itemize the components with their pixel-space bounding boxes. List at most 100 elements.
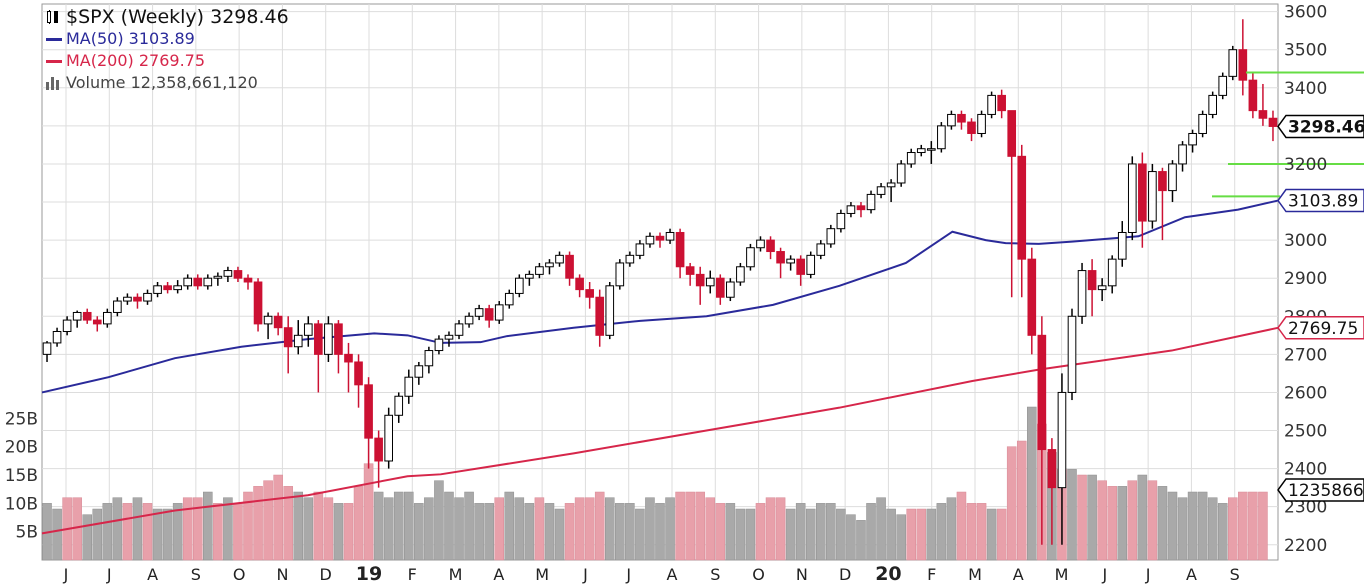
ma200-polyline xyxy=(41,326,1279,535)
volume-bar xyxy=(454,497,464,561)
time-tick-label: J xyxy=(625,565,631,584)
price-candles xyxy=(42,19,1278,545)
legend-ma50: MA(50) 3103.89 xyxy=(66,29,195,48)
volume-bar xyxy=(1027,406,1037,561)
legend-title-row: $SPX (Weekly) 3298.46 xyxy=(46,6,289,28)
volume-bar xyxy=(303,497,314,561)
candle-body xyxy=(444,334,454,340)
volume-tick-label: 5B xyxy=(16,523,38,543)
volume-bar xyxy=(785,508,796,561)
volume-bar xyxy=(524,503,535,561)
time-tick-label: N xyxy=(276,565,288,584)
ma200-tag-box xyxy=(1277,316,1364,340)
volume-bar xyxy=(584,497,595,561)
price-tick-label: 3200 xyxy=(1284,155,1327,175)
candle-body xyxy=(947,113,956,127)
ma200-swatch-icon xyxy=(46,59,62,63)
candle-body xyxy=(1208,94,1218,115)
volume-bar xyxy=(1117,486,1128,561)
candle-body xyxy=(545,262,554,268)
candle-body xyxy=(123,296,132,302)
candle-body xyxy=(926,148,936,151)
volume-bar xyxy=(112,497,123,561)
candle-body xyxy=(726,281,735,298)
volume-bar xyxy=(203,491,213,561)
candle-body xyxy=(414,365,424,378)
legend-ma50-row: MA(50) 3103.89 xyxy=(46,28,289,50)
candle-body xyxy=(695,273,705,287)
volume-bar xyxy=(1127,480,1138,561)
candlestick-icon xyxy=(46,10,62,24)
legend-volume-row: Volume 12,358,661,120 xyxy=(46,72,289,94)
candle-body xyxy=(796,258,806,275)
candle-body xyxy=(72,311,82,321)
candle-body xyxy=(243,277,253,283)
candle-body xyxy=(183,277,193,287)
last-volume-tag: 12358661 xyxy=(1288,481,1364,501)
candle-body xyxy=(665,231,675,241)
time-tick-label: S xyxy=(1230,565,1240,584)
volume-bar xyxy=(504,491,515,561)
candle-body xyxy=(52,331,62,344)
candle-body xyxy=(575,277,584,291)
volume-bar xyxy=(182,497,193,561)
price-tick-label: 3600 xyxy=(1284,3,1327,23)
time-tick-label: O xyxy=(752,565,765,584)
volume-bar xyxy=(1177,497,1188,561)
candle-body xyxy=(213,275,223,279)
candle-body xyxy=(1228,49,1238,77)
candle-body xyxy=(263,315,273,325)
candle-body xyxy=(223,270,233,277)
candle-body xyxy=(1117,231,1127,260)
volume-bar xyxy=(625,503,635,561)
time-tick-label: A xyxy=(147,565,158,584)
volume-bar xyxy=(976,503,987,561)
volume-bar xyxy=(1097,480,1107,561)
time-axis: J J A S O N D 19 F M A M J J A S O N D 20 F M A M J J A S xyxy=(63,563,1240,585)
volume-bar xyxy=(92,508,103,561)
candle-body xyxy=(434,338,444,352)
time-tick-label: M xyxy=(449,565,463,584)
candle-body xyxy=(394,395,404,416)
time-tick-label: D xyxy=(320,565,332,584)
time-tick-label: J xyxy=(1101,565,1107,584)
volume-bar xyxy=(896,514,906,561)
candle-body xyxy=(494,304,504,321)
volume-bar xyxy=(424,497,434,561)
legend-title: $SPX (Weekly) 3298.46 xyxy=(66,6,289,28)
volume-bar xyxy=(886,508,896,561)
volume-bar xyxy=(1107,486,1117,561)
volume-bar xyxy=(826,503,836,561)
ma50-swatch-icon xyxy=(46,37,62,41)
volume-bar xyxy=(816,503,826,561)
candle-body xyxy=(705,277,715,287)
candle-body xyxy=(253,281,263,325)
volume-bar xyxy=(866,503,876,561)
volume-bar xyxy=(52,508,62,561)
candle-body xyxy=(92,319,102,325)
candle-body xyxy=(1188,132,1197,146)
time-tick-label: A xyxy=(493,565,504,584)
volume-bar xyxy=(685,491,695,561)
support-lines xyxy=(1212,71,1364,198)
candle-body xyxy=(1198,113,1207,134)
candle-body xyxy=(314,323,323,355)
candle-body xyxy=(1238,49,1248,81)
price-tags: 3298.46 3103.89 2769.75 12358661 xyxy=(1277,114,1364,502)
candle-body xyxy=(1258,110,1268,119)
volume-tick-label: 15B xyxy=(5,466,38,486)
volume-bar xyxy=(1157,486,1168,561)
volume-bar xyxy=(102,503,113,561)
volume-bar xyxy=(795,503,806,561)
candle-body xyxy=(997,94,1006,112)
candle-body xyxy=(625,254,635,264)
volume-bar xyxy=(745,508,756,561)
time-tick-label: A xyxy=(1186,565,1197,584)
candle-body xyxy=(404,376,414,397)
volume-bar xyxy=(213,503,223,561)
candle-body xyxy=(756,239,765,249)
volume-bar xyxy=(876,497,886,561)
volume-bar xyxy=(1006,446,1017,561)
volume-bar xyxy=(544,503,555,561)
candle-body xyxy=(163,285,172,291)
